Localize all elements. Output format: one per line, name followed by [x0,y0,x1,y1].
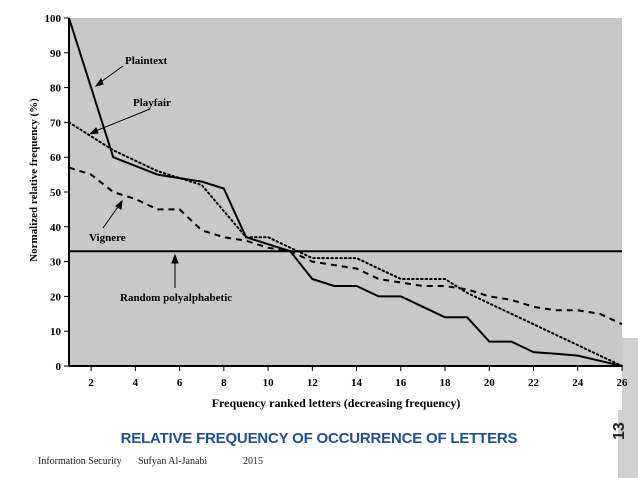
y-tick-label: 20 [50,291,62,303]
footer-year: 2015 [243,456,263,467]
y-tick-label: 70 [50,117,62,129]
x-tick-label: 2 [88,377,94,389]
x-tick-label: 26 [617,377,629,389]
annotation-vignere: Vignere [89,232,126,244]
y-tick-label: 50 [50,187,62,199]
series-line-vignere [68,166,623,326]
y-tick-label: 90 [50,48,62,60]
annotation-random-polyalphabetic: Random polyalphabetic [120,292,232,304]
x-tick-label: 14 [351,377,363,389]
annotation-playfair: Playfair [133,97,171,109]
y-axis-label: Normalized relative frequency (%) [28,98,40,262]
x-tick-label: 22 [528,377,540,389]
x-axis-label: Frequency ranked letters (decreasing fre… [212,396,461,410]
x-tick-label: 18 [440,377,452,389]
arrow-vignere [102,203,121,229]
y-tick-label: 100 [45,13,62,25]
footer-author: Sufyan Al-Janabi [138,456,208,467]
y-tick-label: 0 [56,361,62,373]
y-tick-label: 40 [50,222,62,234]
slide-caption: RELATIVE FREQUENCY OF OCCURRENCE OF LETT… [120,430,518,447]
arrowhead-random [171,253,179,264]
y-tick-label: 60 [50,152,62,164]
slide-number: 13 [611,422,628,440]
plot-area [69,18,622,366]
arrowhead-plaintext [94,77,104,87]
x-tick-label: 16 [395,377,407,389]
x-tick-label: 8 [221,377,227,389]
arrowhead-vignere [115,199,123,210]
series-line-plaintext [68,17,623,367]
y-tick-label: 80 [50,83,62,95]
x-tick-label: 12 [307,377,319,389]
y-tick-label: 10 [50,326,62,338]
series-line-playfair [68,121,623,367]
footer-course: Information Security [38,456,122,467]
annotation-plaintext: Plaintext [125,55,167,67]
y-tick-label: 30 [50,257,62,269]
x-tick-label: 24 [572,377,584,389]
x-tick-label: 10 [263,377,275,389]
slide-accent-bar [618,338,638,478]
arrow-playfair [92,108,151,133]
x-tick-label: 20 [484,377,496,389]
x-tick-label: 6 [177,377,183,389]
arrowhead-playfair [88,127,99,135]
x-tick-label: 4 [133,377,139,389]
